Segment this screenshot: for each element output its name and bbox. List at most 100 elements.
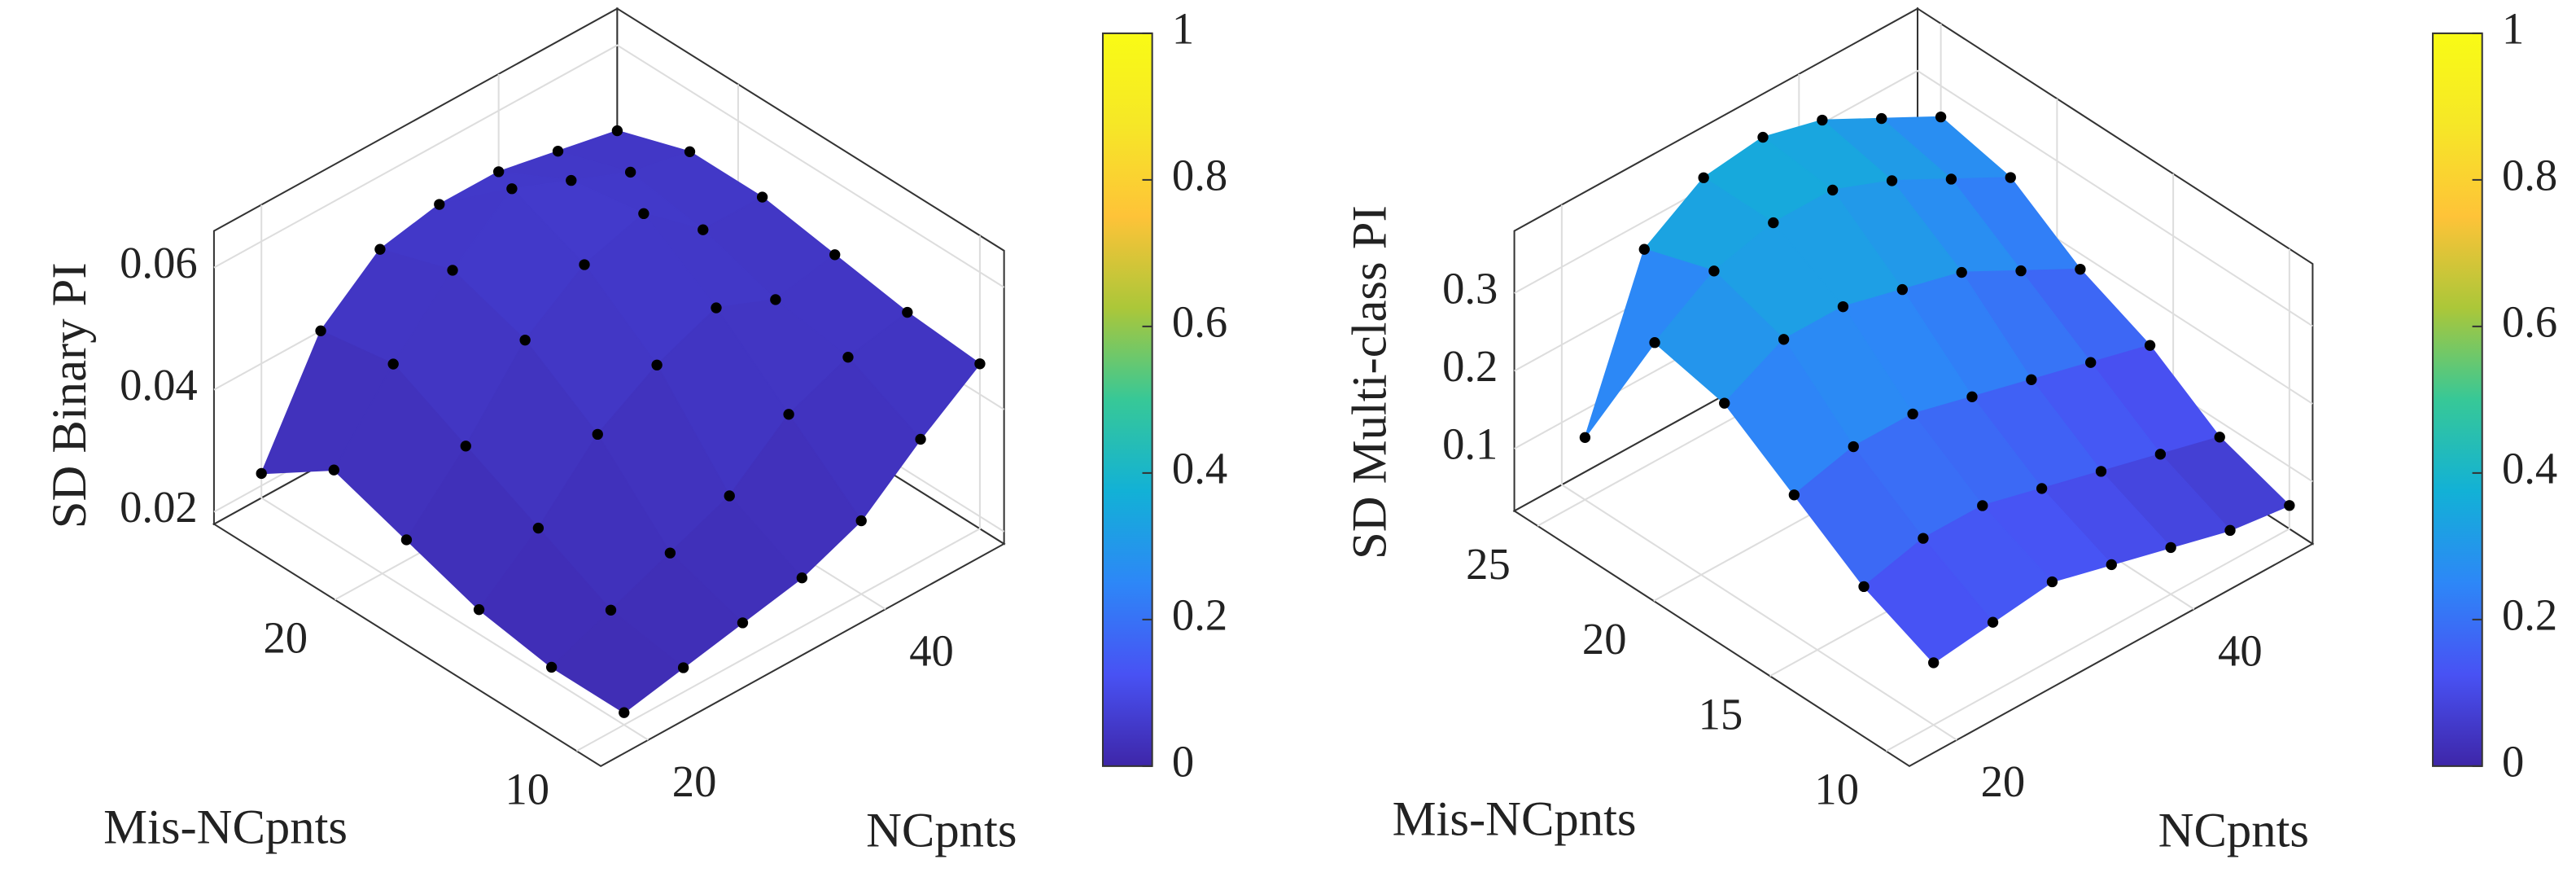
data-point (473, 604, 485, 616)
data-point (492, 166, 505, 178)
colorbar-tick-label: 0.4 (1172, 443, 1227, 493)
data-point (756, 191, 768, 203)
z-tick-label: 0.1 (1442, 419, 1498, 469)
data-point (2036, 483, 2048, 494)
data-point (1788, 489, 1800, 501)
data-point (1826, 184, 1839, 196)
colorbar-tick-label: 1 (2502, 3, 2524, 53)
data-point (783, 409, 794, 420)
data-point (1698, 172, 1709, 183)
data-point (1987, 616, 1999, 628)
data-point (1977, 500, 1988, 511)
y-tick-label: 15 (1699, 689, 1743, 739)
colorbar-tick-label: 0.8 (2502, 150, 2557, 199)
z-axis-label: SD Binary PI (42, 262, 97, 528)
x-tick-label: 20 (672, 756, 717, 806)
data-point (256, 467, 267, 480)
data-point (1956, 266, 1967, 278)
data-point (592, 428, 603, 441)
data-point (447, 265, 458, 276)
data-point (1817, 114, 1828, 126)
data-point (2154, 449, 2167, 460)
data-point (2085, 357, 2097, 368)
data-point (2046, 576, 2058, 588)
data-point (552, 146, 564, 157)
data-point (624, 166, 636, 178)
data-point (2015, 265, 2027, 277)
colorbar (1101, 32, 1153, 767)
data-point (677, 662, 689, 673)
data-point (842, 352, 854, 363)
data-point (664, 547, 676, 559)
grid-line (1885, 248, 2290, 752)
data-point (1886, 175, 1898, 186)
colorbar-tick-label: 1 (1172, 3, 1194, 53)
data-point (506, 183, 518, 195)
z-tick-label: 0.2 (1442, 341, 1498, 391)
data-point (315, 325, 326, 336)
data-point (829, 249, 841, 261)
chart: 0.10.20.3204010152025NCpntsMis-NCpntsSD … (1343, 3, 2558, 857)
x-tick-label: 40 (909, 625, 954, 675)
data-point (2144, 340, 2156, 351)
data-point (902, 306, 913, 318)
x-axis-label: NCpnts (866, 804, 1017, 858)
data-point (1579, 432, 1591, 443)
data-point (651, 359, 663, 370)
y-axis-label: Mis-NCpnts (1393, 792, 1637, 847)
data-point (1907, 408, 1918, 420)
data-point (770, 294, 781, 305)
data-point (2106, 559, 2117, 571)
data-point (724, 490, 735, 502)
colorbar-tick-label: 0.6 (1172, 296, 1227, 346)
data-point (1918, 533, 1929, 544)
data-point (434, 199, 445, 210)
data-point (2214, 432, 2225, 443)
data-point (1837, 300, 1849, 313)
data-point (328, 464, 339, 476)
data-point (2224, 524, 2236, 537)
y-tick-label: 20 (263, 613, 308, 663)
colorbar-tick-label: 0.2 (1172, 590, 1227, 639)
grid-line (1514, 69, 2313, 327)
data-point (1719, 397, 1730, 409)
data-point (2026, 374, 2037, 385)
data-point (1876, 112, 1887, 125)
data-point (566, 174, 577, 186)
data-point (1966, 391, 1978, 402)
z-tick-label: 0.06 (120, 238, 198, 287)
colorbar-tick-label: 0.2 (2502, 590, 2557, 639)
grid-line (575, 235, 981, 752)
data-point (605, 604, 617, 616)
data-point (796, 572, 808, 584)
data-point (1768, 217, 1779, 229)
data-point (519, 334, 531, 346)
y-tick-label: 10 (505, 764, 549, 813)
z-axis-label: SD Multi-class PI (1343, 205, 1397, 559)
x-axis-label: NCpnts (2158, 804, 2309, 858)
grid-line (1560, 204, 1957, 741)
data-point (855, 515, 867, 527)
data-point (711, 302, 722, 313)
colorbar-tick-label: 0 (1172, 736, 1194, 786)
colorbar-tick-label: 0 (2502, 736, 2524, 786)
z-tick-label: 0.02 (120, 482, 198, 532)
data-point (1858, 581, 1870, 593)
y-tick-label: 25 (1466, 539, 1511, 589)
colorbar-tick-label: 0.4 (2502, 443, 2557, 493)
data-point (684, 146, 696, 157)
x-tick-label: 40 (2218, 625, 2263, 675)
data-point (619, 707, 630, 718)
grid-line (260, 204, 649, 741)
grid-line (213, 44, 1005, 288)
data-point (2005, 172, 2016, 183)
data-point (460, 441, 471, 452)
data-point (1928, 657, 1940, 669)
x-tick-label: 20 (1981, 756, 2026, 806)
data-point (2095, 466, 2107, 477)
data-point (737, 617, 749, 629)
data-point (1945, 173, 1957, 185)
data-point (545, 661, 558, 673)
